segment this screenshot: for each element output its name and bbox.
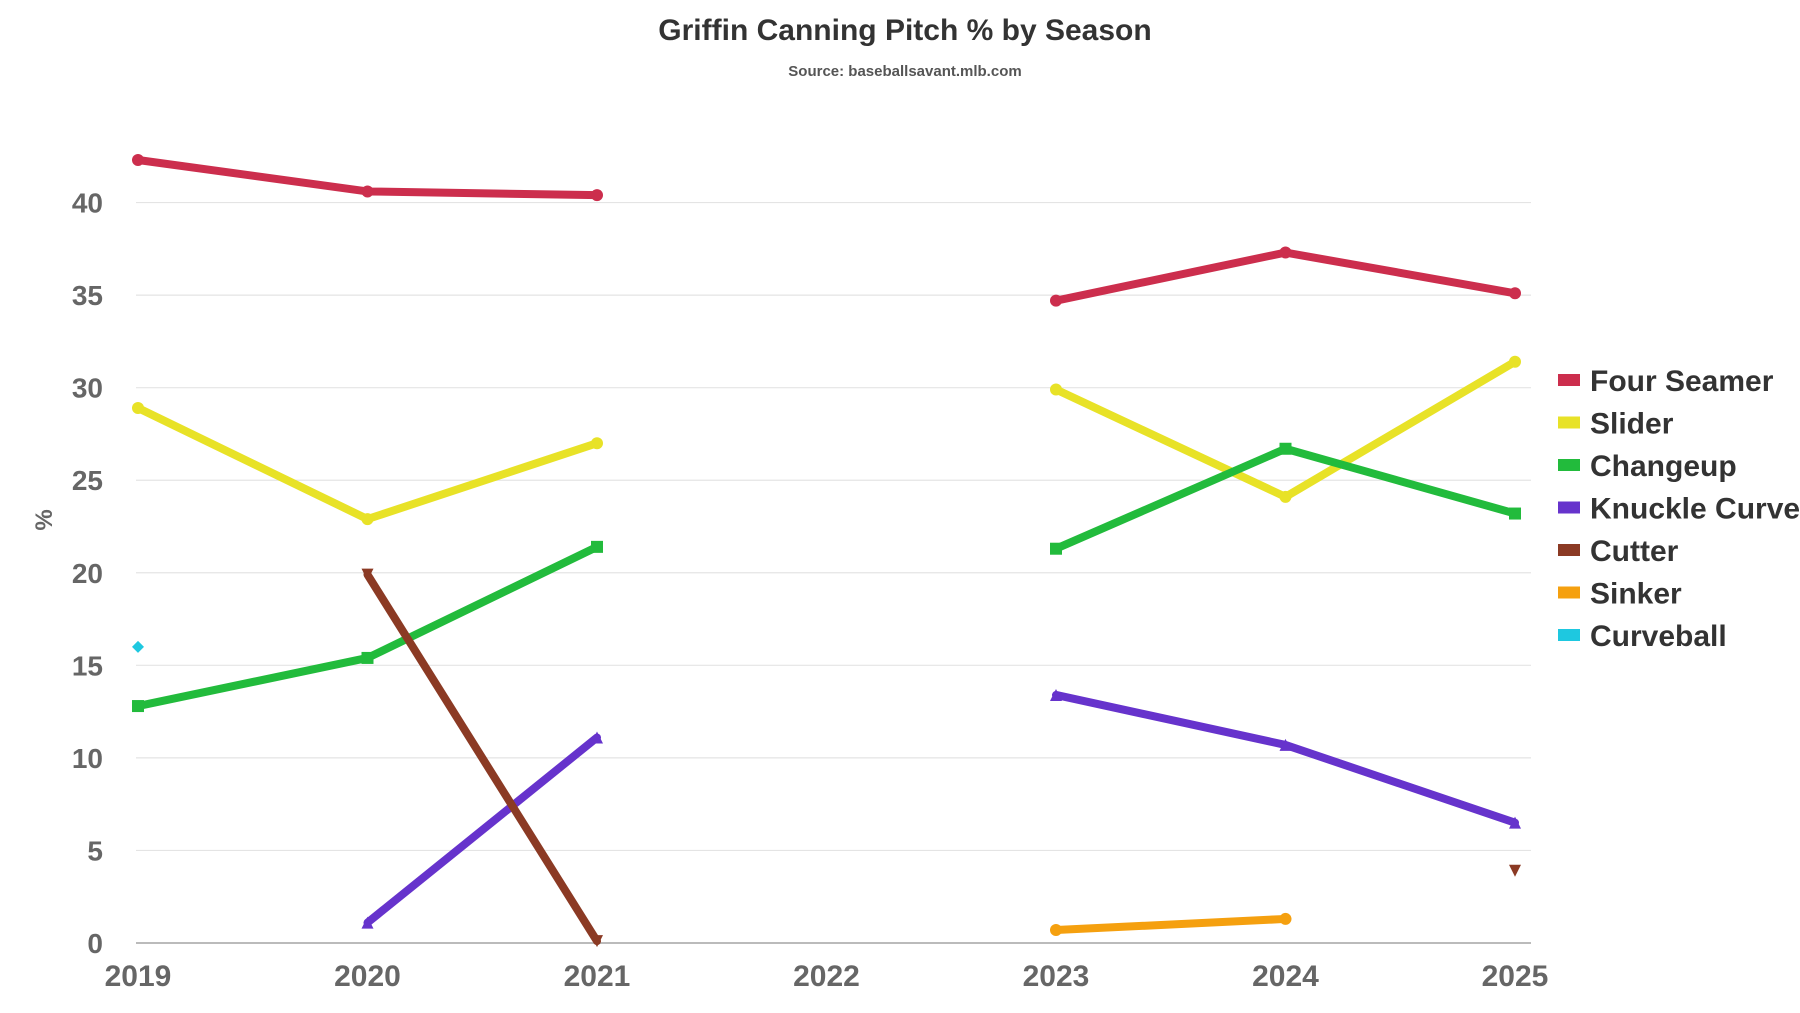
- y-tick-label: 35: [72, 280, 103, 311]
- series-sinker: [1050, 912, 1292, 937]
- x-tick-label: 2023: [1023, 960, 1090, 993]
- series-line: [1052, 248, 1519, 305]
- data-point: [1050, 542, 1062, 555]
- data-point: [591, 540, 603, 553]
- data-point: [1509, 287, 1521, 300]
- data-point: [591, 731, 603, 744]
- y-tick-label: 40: [72, 188, 103, 219]
- x-tick-label: 2024: [1252, 960, 1319, 993]
- data-point: [361, 651, 374, 664]
- chart-title: Griffin Canning Pitch % by Season: [658, 14, 1151, 47]
- x-axis-ticks: 2019 2020 2021 2022 2023 2024 2025: [105, 960, 1549, 993]
- data-point: [591, 935, 603, 948]
- series-cutter: [361, 568, 1521, 948]
- data-point: [1509, 816, 1521, 829]
- x-tick-label: 2020: [334, 960, 401, 993]
- series-curveball: [132, 640, 144, 653]
- y-tick-label: 5: [87, 835, 103, 866]
- legend-label: Curveball: [1590, 620, 1727, 653]
- y-axis-label: %: [31, 509, 58, 530]
- data-point: [1509, 355, 1521, 368]
- y-tick-label: 20: [72, 558, 103, 589]
- x-tick-label: 2021: [564, 960, 631, 993]
- data-point: [361, 916, 374, 929]
- series-line: [363, 570, 601, 946]
- y-tick-label: 30: [72, 373, 103, 404]
- y-tick-label: 25: [72, 465, 103, 496]
- data-point: [361, 185, 374, 198]
- legend-label: Slider: [1590, 408, 1674, 441]
- legend-swatch: [1558, 586, 1580, 599]
- data-point: [361, 568, 374, 581]
- legend-label: Sinker: [1590, 578, 1682, 611]
- legend-label: Cutter: [1590, 535, 1679, 568]
- data-point: [1279, 246, 1292, 259]
- y-tick-label: 0: [87, 928, 103, 959]
- data-point: [132, 700, 144, 713]
- series-four-seamer: [132, 153, 1521, 307]
- data-point: [1279, 738, 1292, 751]
- data-point: [1050, 383, 1062, 396]
- legend-swatch: [1558, 374, 1580, 386]
- y-axis-ticks: 0 5 10 15 20 25 30 35 40: [72, 188, 103, 959]
- series-line: [363, 733, 601, 927]
- data-point: [591, 189, 603, 202]
- gridlines: [136, 201, 1531, 944]
- data-point: [361, 513, 374, 526]
- series-line: [1052, 357, 1519, 501]
- legend: Four Seamer Slider Changeup Knuckle Curve Cu…: [1558, 365, 1800, 653]
- x-tick-label: 2025: [1482, 960, 1549, 993]
- chart-subtitle: Source: baseballsavant.mlb.com: [788, 63, 1021, 80]
- data-point: [591, 437, 603, 450]
- legend-swatch: [1558, 629, 1580, 641]
- data-point: [1050, 688, 1062, 701]
- data-point: [1509, 507, 1521, 520]
- series-slider: [132, 355, 1521, 526]
- legend-swatch: [1558, 459, 1580, 471]
- data-point: [132, 640, 144, 653]
- series-line: [1052, 690, 1519, 827]
- legend-label: Knuckle Curve: [1590, 493, 1800, 526]
- data-point: [1279, 442, 1292, 455]
- legend-swatch: [1558, 501, 1580, 514]
- x-tick-label: 2022: [793, 960, 860, 993]
- x-tick-label: 2019: [105, 960, 172, 993]
- legend-label: Changeup: [1590, 450, 1737, 483]
- data-point: [1279, 912, 1292, 925]
- legend-swatch: [1558, 544, 1580, 556]
- data-point: [1050, 924, 1062, 937]
- legend-swatch: [1558, 416, 1580, 429]
- series-line: [1052, 914, 1290, 935]
- y-tick-label: 15: [72, 650, 103, 681]
- data-point: [1279, 490, 1292, 503]
- y-tick-label: 10: [72, 743, 103, 774]
- series-knuckle-curve: [361, 688, 1521, 929]
- data-point: [1050, 294, 1062, 307]
- legend-label: Four Seamer: [1590, 365, 1774, 398]
- series-changeup: [132, 442, 1521, 713]
- data-point: [1509, 864, 1521, 877]
- data-point: [132, 153, 144, 166]
- series-line: [134, 404, 601, 524]
- series-group: [132, 153, 1521, 948]
- data-point: [132, 402, 144, 415]
